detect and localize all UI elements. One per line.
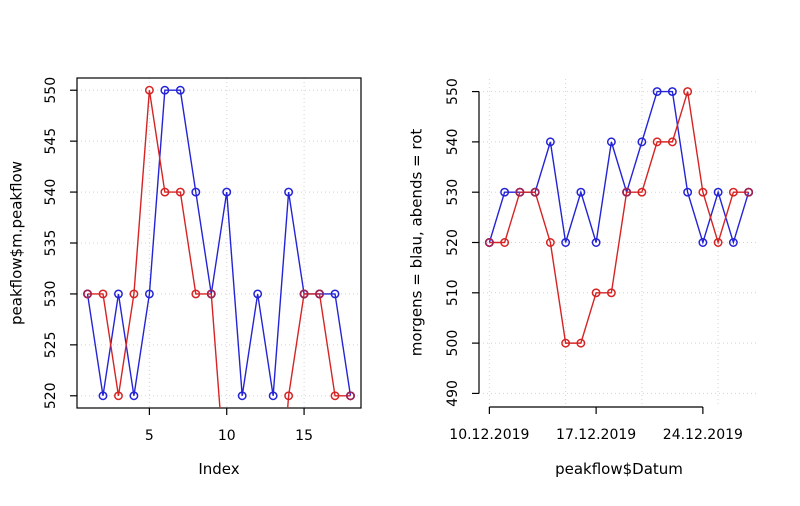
y-tick-label: 535 <box>43 230 59 257</box>
data-point-abends <box>223 494 230 501</box>
data-point-abends <box>713 238 723 247</box>
data-point-abends <box>698 187 708 197</box>
data-point-abends <box>591 288 601 298</box>
data-point-abends <box>545 238 555 247</box>
date-plot: 490 500 510 520 530 540 550 10.12.2019 17.12.201… <box>407 78 759 478</box>
x-tick-label: 15 <box>295 428 313 444</box>
data-point-morgens <box>129 391 139 401</box>
y-tick-label: 510 <box>445 279 461 306</box>
data-point-abends <box>652 137 662 147</box>
y-tick-label: 500 <box>445 330 461 357</box>
data-point-abends <box>191 289 201 299</box>
data-point-morgens <box>330 289 340 299</box>
data-point-overlap <box>83 289 92 299</box>
data-point-morgens <box>637 137 647 147</box>
data-point-morgens <box>268 391 278 401</box>
y-tick-label: 520 <box>445 229 461 256</box>
y-tick-label: 545 <box>43 128 59 155</box>
data-point-morgens <box>606 137 616 147</box>
data-point-abends <box>683 87 693 97</box>
series-abends-line <box>489 91 749 344</box>
index-plot: 520 525 530 535 540 545 550 5 10 15 Index peakflow$… <box>7 77 362 501</box>
data-point-overlap <box>299 289 309 299</box>
data-point-abends <box>606 288 616 298</box>
data-point-abends <box>728 187 738 197</box>
data-point-morgens <box>500 187 510 197</box>
data-point-abends <box>129 289 139 299</box>
series-abends-line <box>87 90 351 408</box>
y-tick-label: 490 <box>445 380 461 407</box>
x-axis-title: Index <box>198 460 239 478</box>
y-tick-label: 530 <box>43 281 59 308</box>
y-tick-label: 530 <box>445 179 461 206</box>
x-tick-label: 10.12.2019 <box>449 427 529 443</box>
y-tick-label: 540 <box>445 129 461 156</box>
data-point-morgens <box>561 238 571 247</box>
x-tick-label: 17.12.2019 <box>556 427 636 443</box>
data-point-abends <box>330 391 340 401</box>
data-point-morgens <box>576 187 586 197</box>
series-morgens-line <box>488 90 750 245</box>
y-tick-label: 540 <box>43 179 59 206</box>
data-point-morgens <box>683 187 693 197</box>
data-point-abends <box>98 289 108 299</box>
data-point-morgens <box>222 187 232 197</box>
data-point-morgens <box>698 238 708 247</box>
y-axis-title: peakflow$m.peakflow <box>7 161 25 325</box>
data-point-morgens <box>237 391 247 401</box>
data-point-morgens <box>144 289 154 299</box>
data-point-abends <box>637 187 647 197</box>
data-point-abends <box>576 338 586 348</box>
data-point-abends <box>144 85 154 95</box>
y-tick-label: 520 <box>43 382 59 409</box>
data-point-morgens <box>652 87 662 97</box>
data-point-overlap <box>622 187 632 197</box>
data-point-morgens <box>591 238 601 247</box>
data-point-morgens <box>98 391 108 401</box>
data-point-abends <box>500 238 510 247</box>
y-tick-label: 550 <box>445 78 461 105</box>
data-point-overlap <box>530 187 540 197</box>
data-point-overlap <box>346 391 355 401</box>
data-point-overlap <box>206 289 216 299</box>
x-tick-label: 10 <box>218 428 236 444</box>
data-point-morgens <box>284 187 294 197</box>
data-point-morgens <box>667 87 677 97</box>
data-point-abends <box>667 137 677 147</box>
data-point-morgens <box>545 137 555 147</box>
data-point-morgens <box>253 289 263 299</box>
data-point-overlap <box>744 187 754 197</box>
data-point-overlap <box>515 187 525 197</box>
data-point-morgens <box>713 187 723 197</box>
data-point-morgens <box>175 85 185 95</box>
data-point-overlap <box>315 289 324 299</box>
x-tick-label: 24.12.2019 <box>663 427 743 443</box>
data-point-abends <box>239 494 246 501</box>
data-point-abends <box>175 187 185 197</box>
series-morgens-line <box>86 89 352 396</box>
y-tick-label: 550 <box>43 77 59 104</box>
y-axis-title: morgens = blau, abends = rot <box>407 129 425 357</box>
data-point-morgens <box>728 238 738 247</box>
y-tick-label: 525 <box>43 331 59 358</box>
data-point-abends <box>284 391 294 401</box>
data-point-morgens <box>160 85 170 95</box>
x-tick-label: 5 <box>145 428 154 444</box>
x-axis-title: peakflow$Datum <box>555 460 683 478</box>
data-point-morgens <box>114 289 123 299</box>
data-point-abends <box>561 338 571 348</box>
data-point-overlap <box>484 238 494 247</box>
data-point-abends <box>160 187 170 197</box>
data-point-abends <box>114 391 123 401</box>
data-point-morgens <box>191 187 201 197</box>
